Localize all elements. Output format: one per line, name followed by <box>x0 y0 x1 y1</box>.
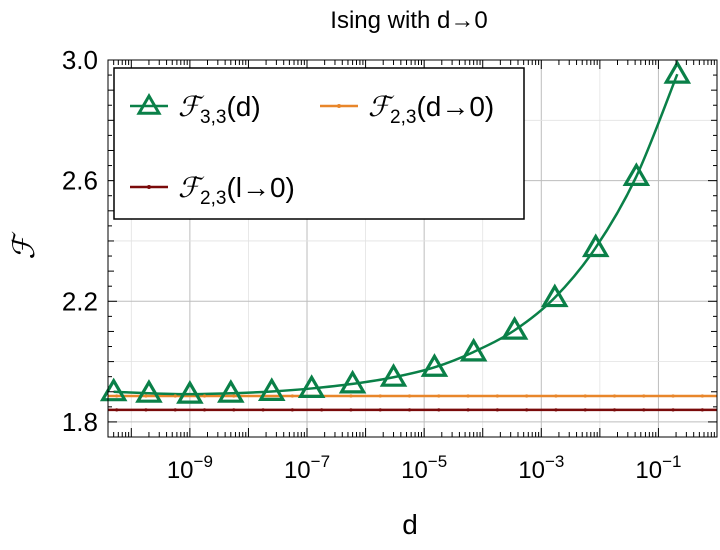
data-point <box>349 408 353 412</box>
data-point <box>466 408 470 412</box>
data-point <box>257 377 286 401</box>
x-tick-label: 10−1 <box>635 452 681 484</box>
axes: 1.8 2.2 2.6 3.0 10−9 10−7 10−5 10−3 10−1 <box>62 45 718 484</box>
y-tick-label: 2.2 <box>62 286 98 316</box>
data-point <box>554 394 558 398</box>
data-point <box>202 394 207 398</box>
data-point <box>554 408 558 412</box>
data-point <box>581 233 610 258</box>
data-point <box>437 408 441 412</box>
data-point <box>320 408 324 412</box>
data-point <box>671 408 675 412</box>
data-point <box>642 394 646 398</box>
x-tick-label: 10−7 <box>284 452 330 484</box>
x-tick-label: 10−3 <box>518 452 564 484</box>
data-point <box>437 394 441 398</box>
data-point <box>297 374 326 398</box>
legend: ℱ3,3(d) ℱ2,3(d→0) ℱ2,3(l→0) <box>113 67 525 220</box>
data-point <box>173 408 177 412</box>
data-point <box>583 408 587 412</box>
x-tick-label: 10−5 <box>401 452 447 484</box>
data-point <box>420 353 449 377</box>
data-point <box>144 408 148 412</box>
x-axis-label: d <box>402 509 418 540</box>
legend-swatch-marker <box>136 93 162 115</box>
data-point <box>459 337 488 362</box>
data-point <box>500 316 529 340</box>
data-point <box>338 369 367 394</box>
data-point <box>202 408 207 412</box>
data-point <box>495 394 499 398</box>
data-point <box>115 394 119 398</box>
series-line <box>113 73 679 396</box>
plot-frame <box>107 59 718 438</box>
data-point <box>495 408 499 412</box>
data-point <box>407 394 412 398</box>
x-tick-label: 10−9 <box>167 452 213 484</box>
data-point <box>466 394 470 398</box>
y-tick-label: 3.0 <box>62 45 98 75</box>
data-point <box>115 408 119 412</box>
legend-swatch-marker <box>147 185 151 189</box>
data-point <box>700 394 704 398</box>
legend-swatch-marker <box>337 104 341 108</box>
data-point <box>232 408 236 412</box>
data-point <box>525 394 529 398</box>
data-point <box>378 408 382 412</box>
data-point <box>379 363 408 387</box>
data-point <box>525 408 529 412</box>
data-point <box>290 408 294 412</box>
y-tick-label: 1.8 <box>62 407 98 437</box>
y-tick-label: 2.6 <box>62 166 98 196</box>
series-markers <box>99 59 704 412</box>
legend-label: ℱ3,3(d) <box>178 90 261 128</box>
data-point <box>612 394 617 398</box>
legend-box <box>113 67 525 220</box>
data-point <box>407 408 412 412</box>
data-point <box>217 379 245 403</box>
data-point <box>700 408 704 412</box>
data-point <box>349 394 353 398</box>
data-point <box>541 283 569 308</box>
legend-label: ℱ2,3(d→0) <box>368 90 494 128</box>
data-point <box>583 394 587 398</box>
y-axis-label: ℱ <box>8 231 41 260</box>
data-point <box>378 394 382 398</box>
data-point <box>290 394 294 398</box>
data-point <box>232 394 236 398</box>
chart-title: Ising with d→0 <box>330 7 487 34</box>
data-point <box>622 162 651 186</box>
data-point <box>135 379 163 403</box>
data-point <box>176 379 204 404</box>
data-point <box>612 408 617 412</box>
data-point <box>173 394 177 398</box>
data-point <box>261 408 265 412</box>
data-point <box>671 394 675 398</box>
legend-label: ℱ2,3(l→0) <box>178 171 295 209</box>
data-point <box>642 408 646 412</box>
data-point <box>144 394 148 398</box>
data-point <box>663 59 692 84</box>
